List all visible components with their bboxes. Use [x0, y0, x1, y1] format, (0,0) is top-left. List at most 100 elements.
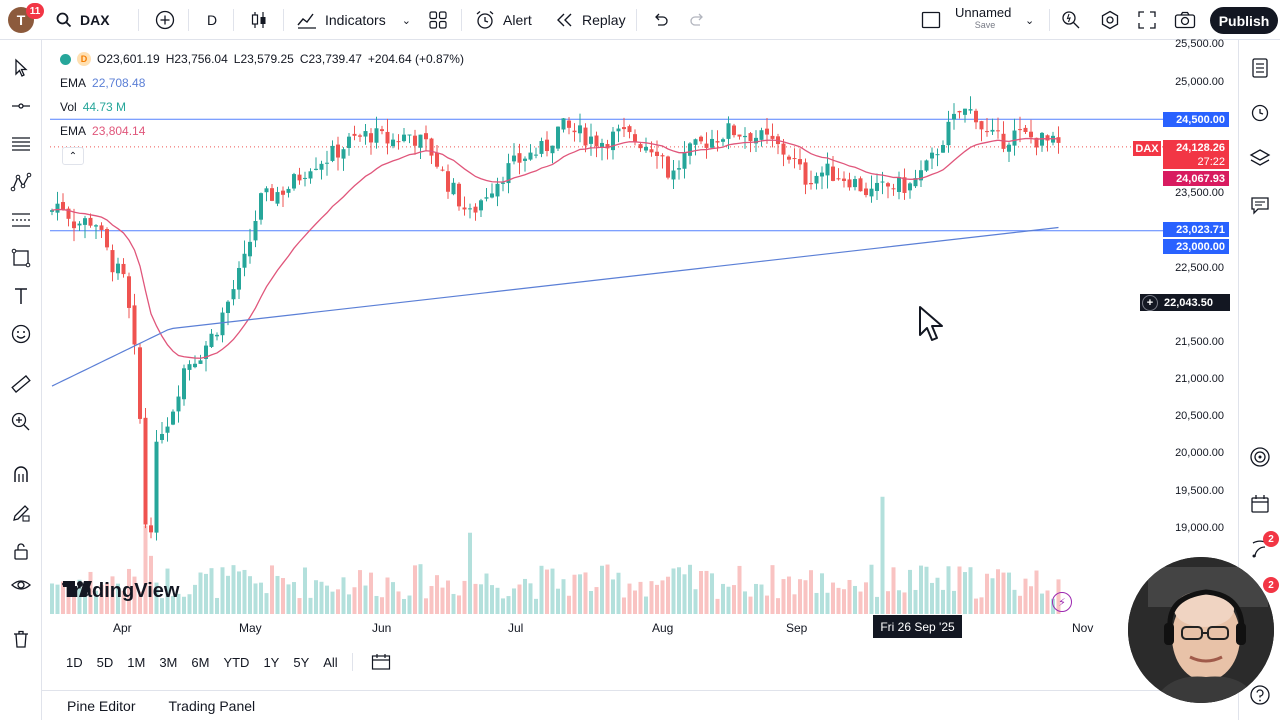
forecast-tool[interactable]: [6, 205, 36, 235]
candle-body: [286, 188, 291, 193]
time-tick: Apr: [113, 621, 132, 635]
range-5y[interactable]: 5Y: [293, 654, 310, 670]
volume-bar: [429, 586, 434, 614]
lock-tool[interactable]: [6, 536, 36, 566]
candle-body: [627, 126, 632, 133]
chart-canvas[interactable]: [50, 40, 1230, 640]
undo-button[interactable]: [652, 0, 668, 40]
candle-body: [457, 183, 461, 207]
level-23000-tag[interactable]: 23,000.00: [1163, 239, 1229, 254]
range-5d[interactable]: 5D: [96, 654, 114, 670]
volume-bar: [1040, 593, 1044, 614]
volume-bar: [1045, 590, 1050, 614]
settings-button[interactable]: [1100, 0, 1120, 40]
drawing-mode-tool[interactable]: [6, 498, 36, 528]
candle-body: [825, 163, 830, 176]
candle-body: [990, 129, 995, 132]
trendline-tool[interactable]: [6, 91, 36, 121]
redo-button[interactable]: [690, 0, 706, 40]
candle-body: [105, 229, 109, 248]
range-3m[interactable]: 3M: [159, 654, 178, 670]
candle-body: [55, 203, 60, 213]
ema-fast-legend[interactable]: EMA 22,708.48: [60, 76, 145, 90]
ema-fast-label: EMA: [60, 76, 87, 90]
volume-bar: [655, 584, 659, 614]
candle-body: [176, 396, 181, 412]
indicators-button[interactable]: Indicators ⌄: [297, 0, 411, 40]
presenter-video: [1128, 557, 1274, 703]
eye-icon: [11, 580, 31, 590]
collapse-legend-button[interactable]: ⌃: [62, 147, 84, 165]
ema-slow-legend[interactable]: EMA 23,804.14: [60, 124, 145, 138]
range-all[interactable]: All: [323, 654, 338, 670]
fib-tool[interactable]: [6, 129, 36, 159]
volume-bar: [556, 588, 560, 614]
text-tool[interactable]: [6, 281, 36, 311]
range-1y[interactable]: 1Y: [263, 654, 280, 670]
remove-drawings-tool[interactable]: [6, 624, 36, 654]
range-1d[interactable]: 1D: [66, 654, 83, 670]
candle-body: [919, 170, 923, 181]
candle-body: [754, 137, 758, 144]
chart-pane[interactable]: D O23,601.19 H23,756.04 L23,579.25 C23,7…: [50, 38, 1230, 640]
volume-bar: [407, 595, 412, 614]
range-6m[interactable]: 6M: [191, 654, 210, 670]
alerts-button[interactable]: [1245, 97, 1275, 127]
tab-pine-editor[interactable]: Pine Editor: [67, 697, 136, 714]
watchlist-button[interactable]: [1245, 53, 1275, 83]
candle-body: [187, 364, 192, 370]
volume-legend[interactable]: Vol 44.73 M: [60, 100, 126, 114]
lightning-icon[interactable]: ⚡: [1052, 592, 1072, 612]
volume-bar: [798, 579, 802, 614]
chat-button[interactable]: [1245, 190, 1275, 220]
volume-bar: [303, 567, 307, 614]
compare-button[interactable]: [155, 0, 175, 40]
quick-search-button[interactable]: [1061, 0, 1081, 40]
volume-bar: [385, 577, 390, 614]
candle-body: [149, 525, 153, 533]
cursor-tool[interactable]: [6, 53, 36, 83]
range-ytd[interactable]: YTD: [223, 654, 250, 670]
replay-button[interactable]: Replay: [556, 0, 626, 40]
symbol-search[interactable]: DAX: [56, 0, 110, 40]
volume-bar: [858, 591, 863, 614]
visibility-tool[interactable]: [6, 570, 36, 600]
mouse-pointer-icon: [919, 306, 943, 341]
calendar-button[interactable]: [1245, 489, 1275, 519]
templates-button[interactable]: [428, 0, 448, 40]
layout-name[interactable]: Unnamed Save: [955, 6, 1025, 30]
alert-button[interactable]: Alert: [475, 0, 532, 40]
volume-bar: [325, 585, 329, 614]
measure-tool[interactable]: [6, 369, 36, 399]
magnet-tool[interactable]: [6, 459, 36, 489]
calendar-range-icon[interactable]: [371, 653, 391, 671]
chevron-down-icon[interactable]: ⌄: [1025, 14, 1035, 27]
level-24500-tag[interactable]: 24,500.00: [1163, 112, 1229, 127]
snapshot-button[interactable]: [1174, 0, 1196, 40]
volume-bar: [946, 566, 951, 614]
data-window-button[interactable]: [1245, 143, 1275, 173]
candle-body: [418, 134, 423, 148]
target-button[interactable]: [1245, 442, 1275, 472]
pattern-tool[interactable]: [6, 167, 36, 197]
add-alert-icon[interactable]: +: [1142, 294, 1158, 311]
interval-button[interactable]: D: [207, 0, 217, 40]
chart-type-button[interactable]: [250, 0, 268, 40]
candle-body: [853, 179, 857, 188]
publish-button[interactable]: Publish: [1210, 7, 1278, 34]
emoji-tool[interactable]: [6, 319, 36, 349]
layout-button[interactable]: [921, 0, 941, 40]
volume-bar: [83, 583, 87, 614]
shape-tool[interactable]: [6, 243, 36, 273]
zoom-tool[interactable]: [6, 407, 36, 437]
volume-bar: [649, 581, 654, 614]
help-button[interactable]: [1245, 680, 1275, 710]
tab-trading-panel[interactable]: Trading Panel: [168, 697, 256, 714]
candle-body: [979, 121, 984, 130]
candle-body: [297, 174, 302, 181]
ohlc-legend: D O23,601.19 H23,756.04 L23,579.25 C23,7…: [60, 52, 464, 66]
fullscreen-button[interactable]: [1138, 0, 1156, 40]
time-tick: Aug: [652, 621, 674, 635]
volume-bar: [583, 572, 588, 614]
range-1m[interactable]: 1M: [127, 654, 146, 670]
